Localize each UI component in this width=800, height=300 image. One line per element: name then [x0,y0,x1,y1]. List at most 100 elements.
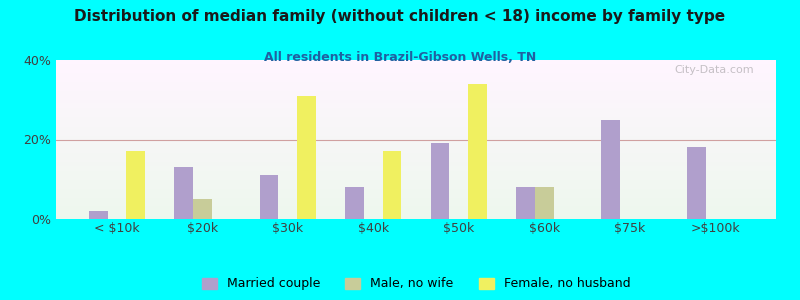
Bar [174,167,193,219]
Bar [56,61,776,62]
Bar [56,207,776,208]
Bar [56,214,776,215]
Bar [345,187,364,219]
Bar [56,186,776,187]
Bar [56,98,776,99]
Bar [56,143,776,144]
Bar [56,94,776,95]
Bar [56,132,776,133]
Bar [56,135,776,136]
Bar [56,202,776,203]
Bar [56,193,776,194]
Bar [56,211,776,212]
Bar [56,89,776,90]
Bar [56,83,776,84]
Bar [56,146,776,147]
Bar [56,144,776,145]
Bar [56,168,776,169]
Bar [56,141,776,142]
Bar [56,81,776,82]
Bar [56,126,776,127]
Bar [56,68,776,69]
Bar [89,211,107,219]
Bar [56,170,776,171]
Bar [56,103,776,104]
Bar [56,123,776,124]
Bar [56,77,776,78]
Bar [56,151,776,152]
Bar [56,78,776,79]
Bar [56,153,776,154]
Bar [56,124,776,125]
Bar [56,163,776,164]
Bar [56,136,776,137]
Bar [56,200,776,201]
Bar [56,88,776,89]
Bar [56,169,776,170]
Bar [56,199,776,200]
Bar [56,93,776,94]
Bar [56,109,776,110]
Bar [56,130,776,131]
Bar [56,69,776,70]
Bar [56,66,776,67]
Bar [56,118,776,119]
Bar [56,71,776,72]
Bar [56,183,776,184]
Bar [56,187,776,188]
Bar [56,201,776,202]
Bar [56,85,776,86]
Bar [56,185,776,186]
Bar [56,172,776,173]
Bar [56,72,776,73]
Bar [56,82,776,83]
Bar [56,142,776,143]
Bar [56,154,776,155]
Legend: Married couple, Male, no wife, Female, no husband: Married couple, Male, no wife, Female, n… [197,272,635,296]
Bar [56,216,776,217]
Bar [56,100,776,101]
Bar [56,205,776,206]
Bar [56,173,776,174]
Bar [56,195,776,196]
Bar [56,161,776,162]
Bar [56,108,776,109]
Bar [56,75,776,76]
Bar [56,101,776,102]
Bar [56,105,776,106]
Bar [56,114,776,115]
Bar [56,62,776,63]
Bar [56,157,776,158]
Bar [193,199,212,219]
Bar [382,152,402,219]
Bar [56,106,776,107]
Bar [56,167,776,168]
Bar [56,61,776,62]
Bar [56,65,776,66]
Bar [687,147,706,219]
Bar [56,204,776,205]
Bar [56,134,776,135]
Bar [56,156,776,157]
Bar [56,85,776,86]
Bar [56,73,776,74]
Bar [56,194,776,195]
Bar [56,178,776,179]
Bar [534,187,554,219]
Bar [56,197,776,198]
Bar [56,188,776,189]
Bar [56,102,776,103]
Bar [56,182,776,183]
Bar [56,112,776,113]
Text: All residents in Brazil-Gibson Wells, TN: All residents in Brazil-Gibson Wells, TN [264,51,536,64]
Bar [56,104,776,105]
Text: City-Data.com: City-Data.com [674,65,754,75]
Bar [56,158,776,159]
Bar [56,165,776,166]
Bar [56,128,776,129]
Bar [126,152,145,219]
Bar [56,184,776,185]
Bar [56,129,776,130]
Bar [56,90,776,91]
Bar [56,80,776,81]
